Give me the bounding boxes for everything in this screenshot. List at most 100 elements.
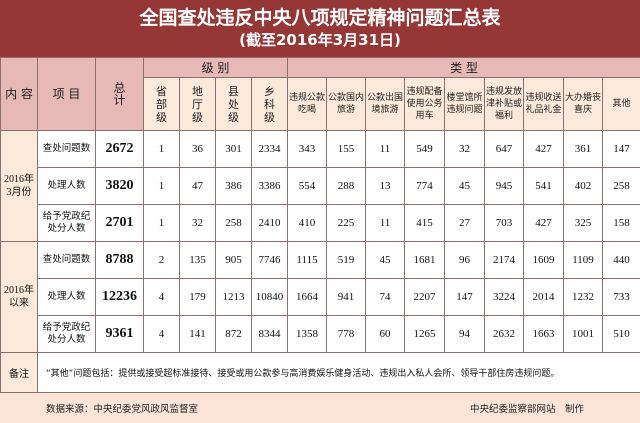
row-value: 135 bbox=[180, 242, 216, 279]
row-value: 1109 bbox=[564, 242, 603, 279]
header-level: 地 厅 级 bbox=[180, 78, 216, 131]
row-item: 查处问题数 bbox=[38, 242, 96, 279]
header-type: 楼堂馆所 违规问题 bbox=[445, 78, 485, 131]
row-value: 549 bbox=[405, 131, 445, 168]
row-value: 1232 bbox=[564, 279, 603, 316]
header-type: 违规配备 使用公务 用车 bbox=[405, 78, 445, 131]
row-value: 945 bbox=[485, 168, 524, 205]
row-value: 45 bbox=[445, 168, 485, 205]
row-value: 258 bbox=[216, 205, 252, 242]
row-item: 处理人数 bbox=[38, 279, 96, 316]
row-value: 2410 bbox=[252, 205, 288, 242]
row-value: 647 bbox=[485, 131, 524, 168]
header-level: 省 部 级 bbox=[144, 78, 180, 131]
row-value: 427 bbox=[524, 131, 564, 168]
row-value: 1 bbox=[144, 131, 180, 168]
row-item: 查处问题数 bbox=[38, 131, 96, 168]
row-value: 325 bbox=[564, 205, 603, 242]
header-type-group: 类 型 bbox=[288, 58, 640, 78]
row-value: 440 bbox=[603, 242, 640, 279]
header-type: 公款国内 旅游 bbox=[327, 78, 366, 131]
row-value: 258 bbox=[603, 168, 640, 205]
title-banner: 全国查处违反中央八项规定精神问题汇总表 (截至2016年3月31日) bbox=[0, 0, 640, 57]
row-value: 10840 bbox=[252, 279, 288, 316]
row-value: 225 bbox=[327, 205, 366, 242]
row-item: 给予党政纪 处分人数 bbox=[38, 205, 96, 242]
row-value: 47 bbox=[180, 168, 216, 205]
footer: 数据来源：中央纪委党风政风监督室 中央纪委监察部网站 制作 bbox=[0, 393, 640, 423]
row-value: 4 bbox=[144, 279, 180, 316]
row-value: 1213 bbox=[216, 279, 252, 316]
header-total: 总 计 bbox=[96, 58, 144, 131]
row-value: 733 bbox=[603, 279, 640, 316]
row-total: 3820 bbox=[96, 168, 144, 205]
row-value: 3224 bbox=[485, 279, 524, 316]
page-subtitle: (截至2016年3月31日) bbox=[0, 30, 640, 50]
row-value: 45 bbox=[366, 242, 405, 279]
row-value: 703 bbox=[485, 205, 524, 242]
row-value: 778 bbox=[327, 316, 366, 353]
header-type: 违规收送 礼品礼金 bbox=[524, 78, 564, 131]
row-value: 36 bbox=[180, 131, 216, 168]
header-type: 公款出国 境旅游 bbox=[366, 78, 405, 131]
row-item: 给予党政纪 处分人数 bbox=[38, 316, 96, 353]
row-value: 1265 bbox=[405, 316, 445, 353]
row-value: 74 bbox=[366, 279, 405, 316]
row-value: 1609 bbox=[524, 242, 564, 279]
row-value: 13 bbox=[366, 168, 405, 205]
row-total: 12236 bbox=[96, 279, 144, 316]
row-value: 32 bbox=[445, 131, 485, 168]
header-type: 大办婚丧 喜庆 bbox=[564, 78, 603, 131]
row-value: 2632 bbox=[485, 316, 524, 353]
row-value: 872 bbox=[216, 316, 252, 353]
header-type: 违规发放 津补贴或 福利 bbox=[485, 78, 524, 131]
row-value: 141 bbox=[180, 316, 216, 353]
row-value: 774 bbox=[405, 168, 445, 205]
row-value: 288 bbox=[327, 168, 366, 205]
page-title: 全国查处违反中央八项规定精神问题汇总表 bbox=[0, 6, 640, 30]
row-item: 处理人数 bbox=[38, 168, 96, 205]
row-value: 179 bbox=[180, 279, 216, 316]
row-value: 1115 bbox=[288, 242, 327, 279]
row-total: 8788 bbox=[96, 242, 144, 279]
row-value: 415 bbox=[405, 205, 445, 242]
row-value: 1664 bbox=[288, 279, 327, 316]
row-value: 343 bbox=[288, 131, 327, 168]
row-value: 941 bbox=[327, 279, 366, 316]
row-value: 1663 bbox=[524, 316, 564, 353]
row-value: 27 bbox=[445, 205, 485, 242]
row-value: 7746 bbox=[252, 242, 288, 279]
row-value: 1358 bbox=[288, 316, 327, 353]
header-type: 违规公款 吃喝 bbox=[288, 78, 327, 131]
header-type: 其他 bbox=[603, 78, 640, 131]
row-value: 155 bbox=[327, 131, 366, 168]
row-value: 1 bbox=[144, 205, 180, 242]
note-label: 备注 bbox=[1, 353, 38, 393]
row-total: 2672 bbox=[96, 131, 144, 168]
row-value: 2174 bbox=[485, 242, 524, 279]
row-value: 2014 bbox=[524, 279, 564, 316]
row-total: 9361 bbox=[96, 316, 144, 353]
row-value: 386 bbox=[216, 168, 252, 205]
row-value: 1 bbox=[144, 168, 180, 205]
header-level: 乡 科 级 bbox=[252, 78, 288, 131]
row-total: 2701 bbox=[96, 205, 144, 242]
row-value: 60 bbox=[366, 316, 405, 353]
row-value: 1001 bbox=[564, 316, 603, 353]
row-value: 361 bbox=[564, 131, 603, 168]
row-value: 4 bbox=[144, 316, 180, 353]
note-text: “其他”问题包括：提供或接受超标准接待、接受或用公款参与高消费娱乐健身活动、违规… bbox=[38, 353, 640, 393]
summary-table: 内 容项 目总 计级 别类 型省 部 级地 厅 级县 处 级乡 科 级违规公款 … bbox=[0, 57, 640, 393]
row-value: 2207 bbox=[405, 279, 445, 316]
row-value: 402 bbox=[564, 168, 603, 205]
row-value: 301 bbox=[216, 131, 252, 168]
row-value: 8344 bbox=[252, 316, 288, 353]
row-value: 2 bbox=[144, 242, 180, 279]
row-value: 32 bbox=[180, 205, 216, 242]
row-value: 147 bbox=[445, 279, 485, 316]
row-value: 905 bbox=[216, 242, 252, 279]
row-value: 1681 bbox=[405, 242, 445, 279]
